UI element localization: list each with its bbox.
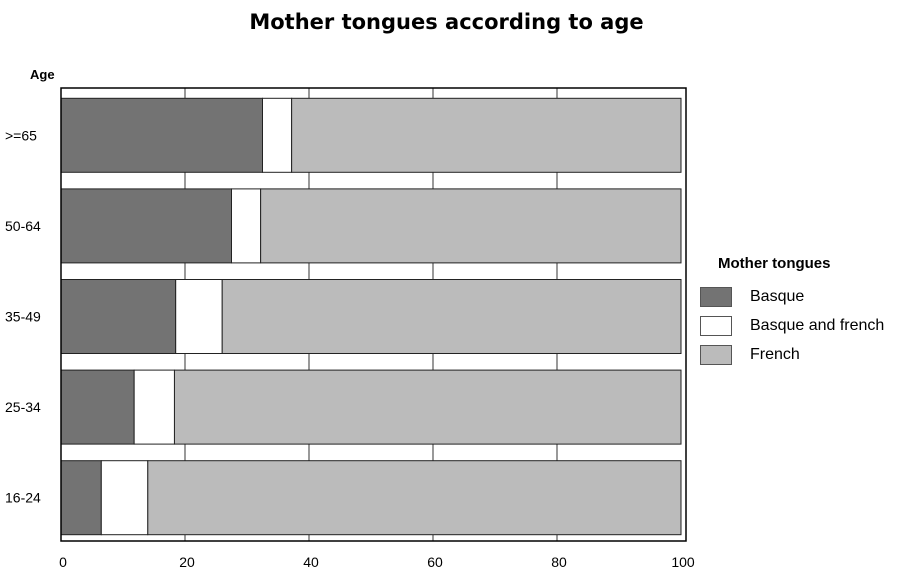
legend-swatch-french [700,345,732,365]
legend-label-basque: Basque [750,288,805,305]
bar-65-basque [60,97,263,173]
legend-swatch-basque-and-french [700,316,732,336]
x-tick-label-80: 80 [551,554,567,570]
y-tick-label: 50-64 [5,218,41,234]
legend-item-basque-and-french: Basque and french [700,315,900,337]
bar-65-french [291,97,682,173]
bar-2534-basque [60,369,135,445]
x-tick-label-60: 60 [427,554,443,570]
bar-5064-basque-and-french [231,188,262,264]
legend-swatch-basque [700,287,732,307]
bar-2534-french [173,369,682,445]
y-tick-labels: >=65 50-64 35-49 25-34 16-24 [5,127,41,505]
x-tick-label-100: 100 [671,554,695,570]
bar-3549-french [221,279,682,354]
x-tick-label-0: 0 [59,554,67,570]
y-tick-label: 25-34 [5,399,41,415]
y-tick-label: 35-49 [5,309,41,325]
x-tick-label-40: 40 [303,554,319,570]
chart-title: Mother tongues according to age [249,10,644,34]
bar-1624-basque [60,460,102,536]
legend-label-french: French [750,346,800,363]
legend-item-french: French [700,344,900,366]
bar-5064-french [260,188,682,264]
x-tick-labels: 0 20 40 60 80 100 [59,554,695,570]
x-tick-label-20: 20 [179,554,195,570]
legend-item-basque: Basque [700,286,900,308]
bar-3549-basque-and-french [175,279,223,354]
plot-frame [60,87,687,542]
y-tick-label: 16-24 [5,490,41,506]
legend: Mother tongues Basque Basque and french … [700,254,900,373]
bar-1624-basque-and-french [100,460,149,536]
legend-label-basque-and-french: Basque and french [750,317,885,334]
bar-5064-basque [60,188,232,264]
bar-1624-french [147,460,682,536]
bar-2534-basque-and-french [133,369,175,445]
bar-3549-basque [60,279,177,354]
bar-65-basque-and-french [262,97,293,173]
legend-title: Mother tongues [718,255,831,272]
bars [60,97,682,536]
y-tick-label: >=65 [5,127,37,143]
y-axis-label: Age [30,67,55,82]
